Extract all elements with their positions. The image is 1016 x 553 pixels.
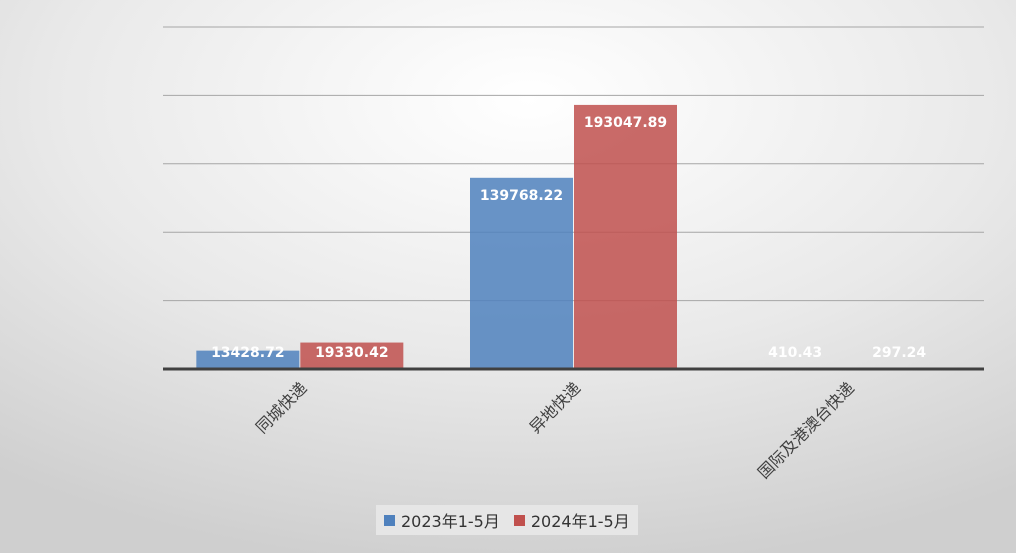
bar-2023-1 — [470, 177, 573, 369]
bar-2024-0 — [300, 342, 404, 369]
legend: 2023年1-5月 2024年1-5月 — [376, 505, 638, 535]
legend-item-2023: 2023年1-5月 — [384, 508, 500, 532]
data-label: 13428.72 — [211, 345, 285, 361]
legend-item-2024: 2024年1-5月 — [513, 508, 630, 532]
data-labels: 13428.72 19330.42 139768.22 193047.89 410.43… — [211, 115, 926, 361]
legend-label-2023: 2023年1-5月 — [401, 512, 500, 531]
legend-swatch-2023 — [384, 514, 395, 526]
data-label: 297.24 — [872, 345, 926, 361]
bar-2023-0 — [196, 350, 300, 369]
data-label: 139768.22 — [480, 188, 563, 204]
bar-2024-1 — [574, 104, 677, 369]
data-label: 410.43 — [768, 345, 822, 361]
data-label: 193047.89 — [584, 115, 667, 131]
gridlines — [163, 26, 984, 302]
legend-label-2024: 2024年1-5月 — [530, 512, 630, 531]
data-label: 19330.42 — [315, 345, 389, 361]
bars — [196, 104, 951, 369]
legend-swatch-2024 — [513, 514, 525, 526]
